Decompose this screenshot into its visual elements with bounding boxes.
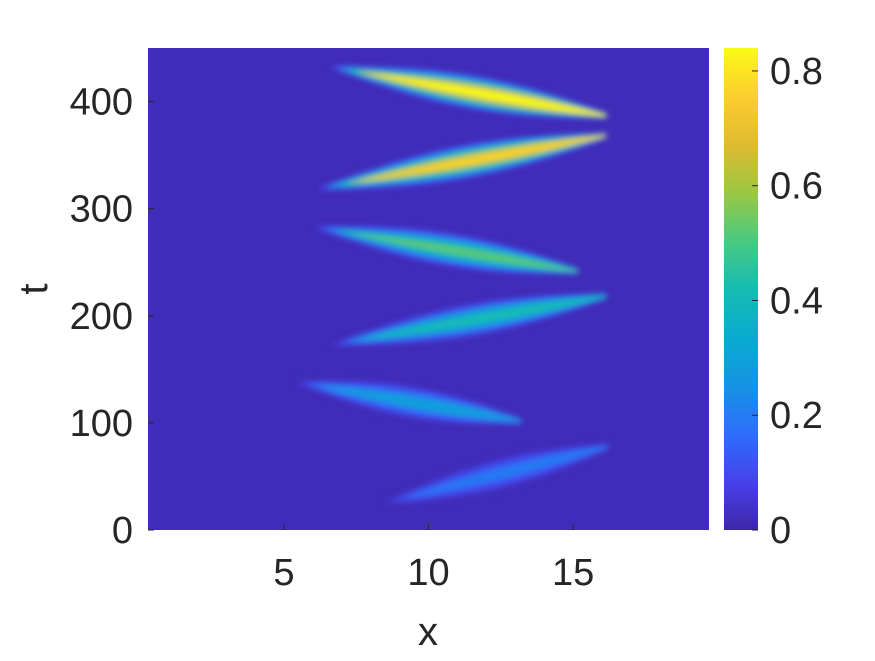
colorbar-tick-label: 0.8 bbox=[770, 51, 823, 93]
heatmap-band bbox=[315, 225, 579, 275]
heatmap-band bbox=[381, 443, 609, 506]
colorbar-tick-label: 0.6 bbox=[770, 166, 823, 208]
colorbar-tick-label: 0.2 bbox=[770, 395, 823, 437]
y-tick-label: 400 bbox=[70, 82, 133, 124]
x-tick-label: 5 bbox=[273, 552, 294, 594]
heatmap-band bbox=[332, 293, 607, 347]
y-axis: 0 100 200 300 400 bbox=[70, 82, 154, 552]
plot-background bbox=[148, 48, 709, 530]
y-tick-label: 0 bbox=[112, 510, 133, 552]
x-axis: 5 10 15 bbox=[273, 524, 594, 594]
colorbar-tick-label: 0.4 bbox=[770, 280, 823, 322]
band-contour-level bbox=[370, 73, 607, 117]
x-tick-label: 10 bbox=[407, 552, 449, 594]
x-tick-label: 15 bbox=[552, 552, 594, 594]
heatmap-band bbox=[332, 65, 607, 119]
colorbar-tick-label: 0 bbox=[770, 510, 791, 552]
x-axis-title: x bbox=[418, 610, 438, 654]
band-contour-level bbox=[326, 386, 522, 423]
band-contour-level bbox=[352, 232, 579, 272]
heatmap-bands bbox=[294, 65, 609, 506]
colorbar: 0 0.2 0.4 0.6 0.8 bbox=[724, 48, 823, 552]
plot-area bbox=[148, 48, 709, 530]
y-axis-title: t bbox=[12, 283, 56, 294]
colorbar-ticks: 0 0.2 0.4 0.6 0.8 bbox=[752, 51, 823, 552]
band-contour-level bbox=[370, 295, 607, 339]
band-contour-level bbox=[359, 134, 607, 182]
heatmap-band bbox=[294, 379, 522, 425]
colorbar-scale bbox=[724, 48, 758, 530]
y-tick-label: 200 bbox=[70, 296, 133, 338]
y-tick-label: 100 bbox=[70, 403, 133, 445]
heatmap-band bbox=[319, 132, 607, 191]
band-contour-level bbox=[413, 445, 609, 497]
y-tick-label: 300 bbox=[70, 189, 133, 231]
